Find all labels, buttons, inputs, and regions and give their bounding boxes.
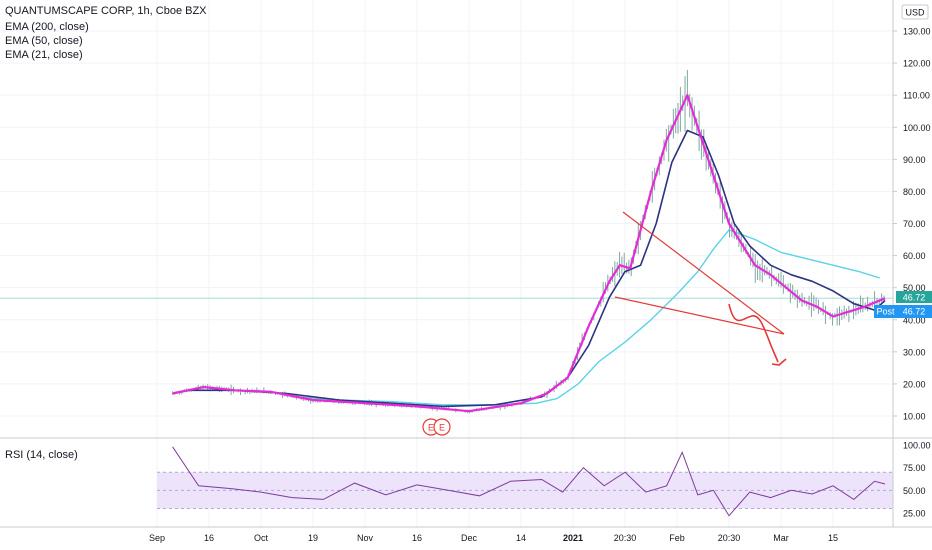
wedge-lower-line[interactable] <box>614 296 785 335</box>
rsi-tick-label: 25.00 <box>903 509 926 519</box>
ema50-series <box>188 129 886 408</box>
legend-ema21[interactable]: EMA (21, close) <box>5 49 83 61</box>
grid-lines <box>0 0 893 527</box>
price-tick-label: 10.00 <box>903 412 926 422</box>
time-tick-label: Feb <box>669 533 685 543</box>
time-tick-label: Oct <box>254 533 269 543</box>
time-tick-label: 15 <box>828 533 838 543</box>
rsi-axis[interactable]: 25.00 50.00 75.00 100.00 <box>903 441 931 519</box>
last-price-badge: 46.72 <box>903 293 926 303</box>
legend-ema50[interactable]: EMA (50, close) <box>5 35 83 47</box>
projection-arrowhead <box>771 358 787 366</box>
price-tick-label: 130.00 <box>903 27 931 37</box>
time-tick-label: 2021 <box>563 533 583 543</box>
earnings-marker-label: E <box>439 423 445 433</box>
ema21-line <box>172 94 886 413</box>
price-tick-label: 100.00 <box>903 123 931 133</box>
legend-ema200[interactable]: EMA (200, close) <box>5 21 89 33</box>
ema50-line <box>188 129 886 408</box>
last-price-badge-bg <box>896 291 932 303</box>
price-tick-label: 30.00 <box>903 347 926 357</box>
price-tick-label: 70.00 <box>903 219 926 229</box>
post-price-badge-bg <box>896 305 932 318</box>
rsi-line <box>172 446 886 517</box>
time-axis[interactable]: Sep 16 Oct 19 Nov 16 Dec 14 2021 20:30 Feb 20:30 Mar… <box>149 533 838 543</box>
price-tick-label: 80.00 <box>903 187 926 197</box>
trendline-drawings[interactable] <box>614 211 787 366</box>
price-tick-label: 40.00 <box>903 315 926 325</box>
rsi-tick-label: 50.00 <box>903 486 926 496</box>
rsi-series <box>172 446 886 517</box>
post-badge-bg <box>874 305 897 318</box>
currency-button-bg[interactable] <box>901 4 929 20</box>
earnings-marker-label: E <box>428 423 434 433</box>
rsi-legend[interactable]: RSI (14, close) <box>5 449 78 461</box>
time-tick-label: Nov <box>357 533 374 543</box>
time-tick-label: 19 <box>308 533 318 543</box>
rsi-tick-label: 100.00 <box>903 441 931 451</box>
symbol-title: QUANTUMSCAPE CORP, 1h, Cboe BZX <box>5 5 207 17</box>
ema200-series <box>297 229 881 406</box>
time-tick-label: Mar <box>773 533 789 543</box>
currency-button[interactable]: USD <box>905 8 925 18</box>
time-tick-label: Dec <box>461 533 478 543</box>
earnings-marker[interactable] <box>433 418 451 436</box>
time-tick-label: 16 <box>204 533 214 543</box>
projection-path[interactable] <box>728 303 779 363</box>
time-tick-label: 16 <box>412 533 422 543</box>
time-tick-label: 20:30 <box>718 533 741 543</box>
ema200-line <box>297 229 881 406</box>
post-badge-label: Post <box>876 307 895 317</box>
price-tick-label: 120.00 <box>903 59 931 69</box>
wedge-upper-line[interactable] <box>622 211 785 335</box>
rsi-band <box>157 471 893 509</box>
post-price-badge: 46.72 <box>903 307 926 317</box>
time-tick-label: Sep <box>149 533 165 543</box>
price-tick-label: 50.00 <box>903 283 926 293</box>
price-tick-label: 20.00 <box>903 379 926 389</box>
time-tick-label: 14 <box>516 533 526 543</box>
price-axis[interactable]: 10.00 20.00 30.00 40.00 50.00 60.00 70.00 80.00… <box>893 27 931 422</box>
price-tick-label: 110.00 <box>903 91 930 101</box>
ema21-series <box>172 94 886 413</box>
price-tick-label: 60.00 <box>903 251 926 261</box>
price-tick-label: 90.00 <box>903 155 926 165</box>
rsi-tick-label: 75.00 <box>903 463 926 473</box>
time-tick-label: 20:30 <box>614 533 637 543</box>
